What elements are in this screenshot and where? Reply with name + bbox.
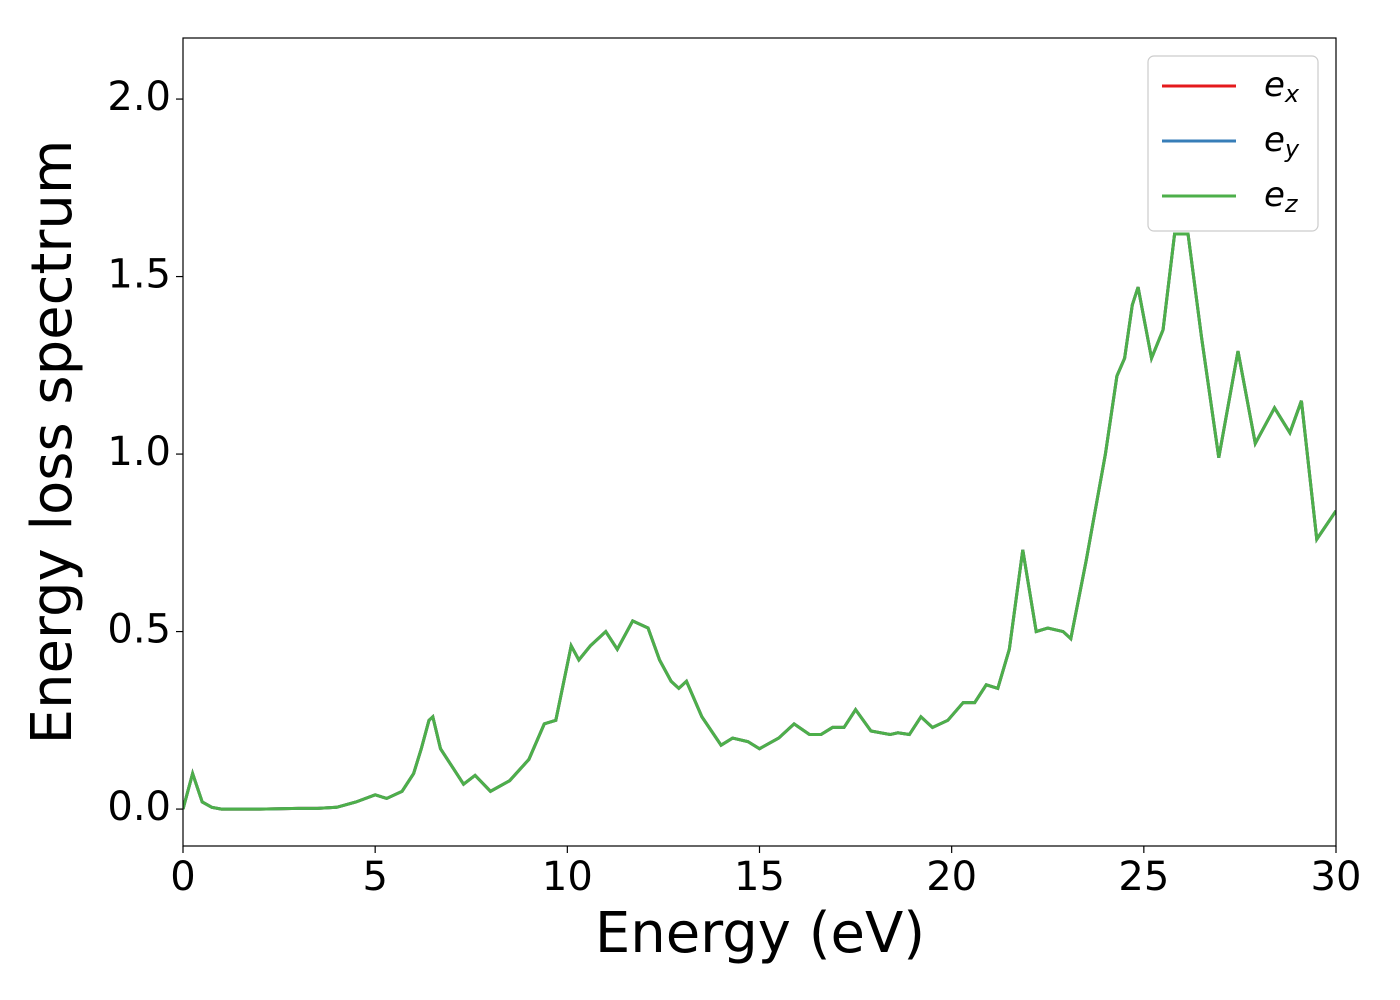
y-tick-label: 1.5	[107, 252, 171, 298]
y-axis-label: Energy loss spectrum	[20, 140, 85, 745]
legend-label: ex	[1264, 65, 1300, 109]
line-series	[183, 232, 1336, 811]
legend-label: ey	[1264, 120, 1300, 164]
x-tick-label: 10	[542, 854, 593, 900]
x-tick-label: 30	[1311, 854, 1362, 900]
x-axis-label: Energy (eV)	[595, 901, 925, 966]
x-tick-label: 5	[362, 854, 387, 900]
legend-box	[1147, 55, 1319, 232]
y-tick-label: 2.0	[107, 74, 171, 120]
legend-label: ez	[1264, 175, 1299, 219]
x-tick-label: 20	[926, 854, 977, 900]
y-tick-label: 0.0	[107, 784, 171, 830]
y-tick-label: 1.0	[107, 429, 171, 475]
x-tick-label: 15	[734, 854, 785, 900]
y-tick-label: 0.5	[107, 607, 171, 653]
x-tick-label: 25	[1118, 854, 1169, 900]
x-tick-label: 0	[170, 854, 195, 900]
